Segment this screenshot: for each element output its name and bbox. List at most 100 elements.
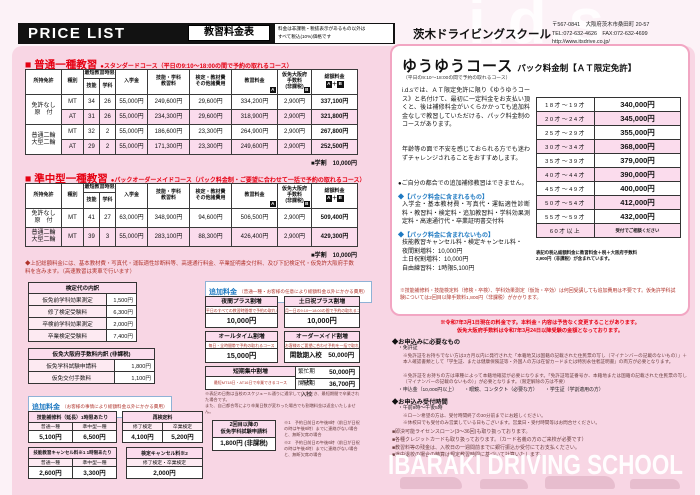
yuyu-paragraph-2: 年齢等の面で不安を感じておられる方でも迷わずチャレンジされることをおすすめします…: [402, 147, 530, 162]
col-skill: 技能: [83, 192, 100, 209]
alltime-surcharge-card: オールタイム割増 毎日・全時間帯で予約の取れるコース 15,000円: [205, 331, 278, 363]
col-fee: 教習料金 A: [231, 69, 279, 95]
col-lesson: 技能・学科 教習料: [147, 183, 191, 209]
ordermade-surcharge-card: オーダーメイド割増 お客様のご要望に合わせ予約を一括で取れるコース 閑散期入校 …: [284, 331, 360, 363]
yuyu-footnote: ※技能補修料・技能検定料（修検・卒検）、学科効果測定（仮効・卒効）は何回受講して…: [400, 289, 676, 302]
badge-b: B: [337, 195, 344, 202]
table-row: 55才～59才 432,000円: [536, 209, 681, 224]
second-attempt-fee-box: 2回目以降の 仮免学科試験申請料 1,800円 (非課税): [212, 420, 276, 452]
table-row: AT 29 2 55,000円 171,300円 23,300円 249,600円 2,9…: [26, 139, 359, 155]
semimid-course-table: 所持免許 種別 最短教習時限 入学金 技能・学科 教習料 検定・教材費 その他諸…: [25, 183, 359, 247]
pack-excludes-body: 技能教習キャンセル料・検定キャンセル料・ 夜間割増料：10,000円 土日祝割増…: [402, 240, 523, 272]
yuyu-paragraph-1: i.d.sでは、ＡＴ限定免許に限り《ゆうゆうコース》と名付けて、最初に一定料金を…: [402, 88, 530, 129]
col-license: 所持免許: [25, 69, 62, 95]
col-pref-fee: 仮免大阪府 手数料 (非課税) B: [277, 69, 313, 95]
tel-fax: TEL:072-632-4626 FAX:072-632-4699: [552, 30, 648, 37]
school-url[interactable]: http://www.itsdrive.co.jp/: [552, 39, 610, 46]
col-pref-fee: 仮免大阪府 手数料 (非課税) B: [277, 183, 313, 209]
table-row: 2,600円 3,300円: [28, 466, 117, 479]
col-min-hours: 最短教習時限: [82, 69, 117, 79]
col-license: 所持免許: [25, 183, 62, 209]
price-list-title: PRICE LIST: [28, 25, 126, 42]
col-lecture: 学科: [98, 192, 117, 209]
lesson-cancel-fee-table: 技能教習キャンセル料※1 1時限あたり 普通一種 準中型一種 2,600円 3,30…: [28, 447, 117, 479]
age-table-note: 表記の税込総額料金に教習料金＋税＋大阪府手数料 2,900円（非課税）が含まれて…: [536, 250, 637, 262]
table-row: 仮免前学科効果測定 1,500円: [28, 293, 137, 306]
short-term-surcharge-card: 短期集中割増 最短MT18日・AT16日で卒業できるコース 繁忙期入校 50,00…: [205, 366, 360, 398]
exam-cancel-fee-table: 検定キャンセル料※2 修了検定・卒業検定 2,000円: [126, 447, 203, 479]
table-row: 60才以上 受付でご相談ください: [536, 223, 681, 238]
table-row: 50才～54才 412,000円: [536, 195, 681, 210]
reception-item: ※休校日でも受付のみ営業している日もございます。営業日・受付時間等はお問合せくだ…: [403, 420, 600, 425]
col-exam: 検定・教材費 その他諸費用: [189, 69, 233, 95]
payment-notes: ■即決可能ライセンスローン(3～36回)も取り扱っております。 ■各種クレジット…: [392, 429, 688, 460]
vehicle-silhouette: [630, 479, 680, 489]
reception-title: ◆お申込み受付時間: [392, 399, 448, 406]
student-discount-note: ■学割 10,000円: [311, 161, 357, 167]
vehicle-silhouette: [545, 476, 615, 489]
table-row: 修了検定・卒業検定: [126, 458, 203, 467]
standard-section-title: ■ 普通一種教習 ●スタンダードコース（平日の9:10～18:00の間で予約の取れ…: [25, 59, 293, 71]
provisional-license-fee-table: 仮免大阪府手数料内訳 (非課税) 仮免学科試験申請料 1,800円 仮免交付手数料…: [28, 348, 155, 384]
col-exam: 検定・教材費 その他諸費用: [189, 183, 233, 209]
badge-b: B: [303, 200, 311, 207]
postal-address: 〒567-0841 大阪府茨木市桑田町 20-57: [552, 22, 650, 28]
school-address: 〒567-0841 大阪府茨木市桑田町 20-57 TEL:072-632-46…: [552, 21, 649, 47]
yuyu-bullet: ●ご自分の都合での追加補修教習はできません。: [398, 181, 528, 187]
header-bar: PRICE LIST 教習料金表 料金は非課税・税抜表示があるもの以外は すべて…: [18, 23, 395, 44]
col-lesson: 技能・学科 教習料: [147, 69, 191, 95]
table-row: 普通二輪 大型二輪 MT 39 3 55,000円 283,100円 88,300円 4…: [25, 227, 359, 247]
reception-item: ※ローン希望の方は、受付時間終了の30分前までにお越しください。: [403, 413, 546, 418]
school-logo-text: IBARAKI DRIVING SCHOOL: [388, 449, 683, 480]
table-row: 修了検定受験料 6,300円: [28, 305, 137, 318]
weekend-surcharge-card: 土日祝プラス割増 月～日の9:10～18:00の間で予約の取れるコース 10,0…: [284, 296, 360, 328]
pack-includes-body: 入学金・基本教材費・写真代・運転適性診断料・教習料・検定料・追加教習料・学科効果…: [402, 202, 530, 226]
exam-fee-breakdown-table: 検定代の内訳 仮免前学科効果測定 1,500円 修了検定受験料 6,300円 卒検前…: [28, 282, 137, 342]
semimid-section-title: ■ 準中型一種教習 ●パックオーダーメイドコース（パック料金制・ご要望に合わせて一…: [25, 173, 366, 185]
col-min-hours: 最短教習時限: [82, 183, 117, 193]
vehicle-silhouette: [400, 477, 462, 489]
night-surcharge-card: 夜間プラス割増 平日のすべての教習時間帯で予約の取れるコース 10,000円: [205, 296, 278, 328]
table-row: 卒業検定受験料 7,400円: [28, 329, 137, 342]
note-withdraw: ■途中退校の場合の精算は規定教習時間に基づいて計算いたします。: [392, 452, 545, 459]
note-credit: ■各種クレジットカードも取り扱っております。（カード名義の方のご来校が必要です）: [392, 436, 587, 443]
table-row: 45才～49才 400,000円: [536, 181, 681, 196]
apply-needs-title: ◆お申込みに必要なもの: [392, 339, 461, 346]
table-row: 30才～34才 368,000円: [536, 139, 681, 154]
table-row: 2,000円: [126, 466, 203, 479]
remedial-fee-table: 技能補修料（延長）1時限あたり 普通一種 準中型一種 5,100円 6,500円: [28, 411, 117, 443]
note-balance: ■教習料等の残金は、入校日の一週間前までに銀行振込か受付にてお支払ください。: [392, 444, 580, 451]
pack-includes-title: ◆【パック料金に含まれるもの】: [398, 195, 489, 201]
badge-a: A: [325, 81, 332, 88]
age-price-table: 18才～19才 340,000円 20才～24才 345,000円 25才～29才 3…: [536, 97, 681, 238]
badge-a: A: [269, 200, 277, 207]
table-row: 修了検定 卒業検定: [122, 422, 203, 431]
total-includes-note: ◆上記総額料金には、基本教材費・写真代・運転適性診断料等、高速通行料金、卒業証明…: [25, 261, 354, 276]
table-row: 仮免交付手数料 1,100円: [28, 371, 155, 384]
table-row: 35才～39才 379,000円: [536, 153, 681, 168]
apply-item: ・申込金（10,000円以上） ・眼鏡、コンタクト（必要な方） ・学生証（学割適…: [398, 388, 604, 393]
col-lecture: 学科: [98, 78, 117, 95]
table-row: 18才～19才 340,000円: [536, 97, 681, 112]
col-total: 総額料金 A ＋ B: [311, 69, 359, 95]
cancel-note-2: ※2 予約日前日の午後6時（前日が日祝の時は午後4時）までに連絡がない場合と、無…: [284, 440, 360, 458]
table-row: 普通一種 準中型一種: [28, 458, 117, 467]
standard-course-table: 所持免許 種別 最短教習時限 入学金 技能・学科 教習料 検定・教材費 その他諸…: [25, 69, 359, 155]
col-entry: 入学金: [115, 69, 149, 95]
reception-item: ・午前9時～午後5時: [398, 406, 443, 411]
yuyu-course-note: （平日の9:10～18:00の間で予約の取れるコース）: [403, 76, 511, 81]
tax-note: 料金は非課税・税抜表示があるもの以外は すべて税込(10%)価格です: [275, 24, 393, 43]
col-type: 種別: [61, 69, 84, 95]
badge-a: A: [325, 195, 332, 202]
table-row: 25才～29才 355,000円: [536, 125, 681, 140]
table-row: 20才～24才 345,000円: [536, 111, 681, 126]
table-row: 4,100円 5,200円: [122, 430, 203, 443]
reexam-fee-table: 再検定料 修了検定 卒業検定 4,100円 5,200円: [122, 411, 203, 443]
note-loan: ■即決可能ライセンスローン(3～36回)も取り扱っております。: [392, 429, 531, 435]
table-row: 仮免学科試験申請料 1,800円: [28, 359, 155, 372]
col-total: 総額料金 A ＋ B: [311, 183, 359, 209]
price-date-note: ※令和7年3月1日現在の料金です。本料金・内容は予告なく変更することがあります。…: [440, 320, 640, 334]
cancel-note-1: ※1 予約日前日の午後8時（前日が日祝の時は午後6時）までに連絡がない場合と、無…: [284, 420, 360, 438]
table-row: 普通一種 準中型一種: [28, 422, 117, 431]
